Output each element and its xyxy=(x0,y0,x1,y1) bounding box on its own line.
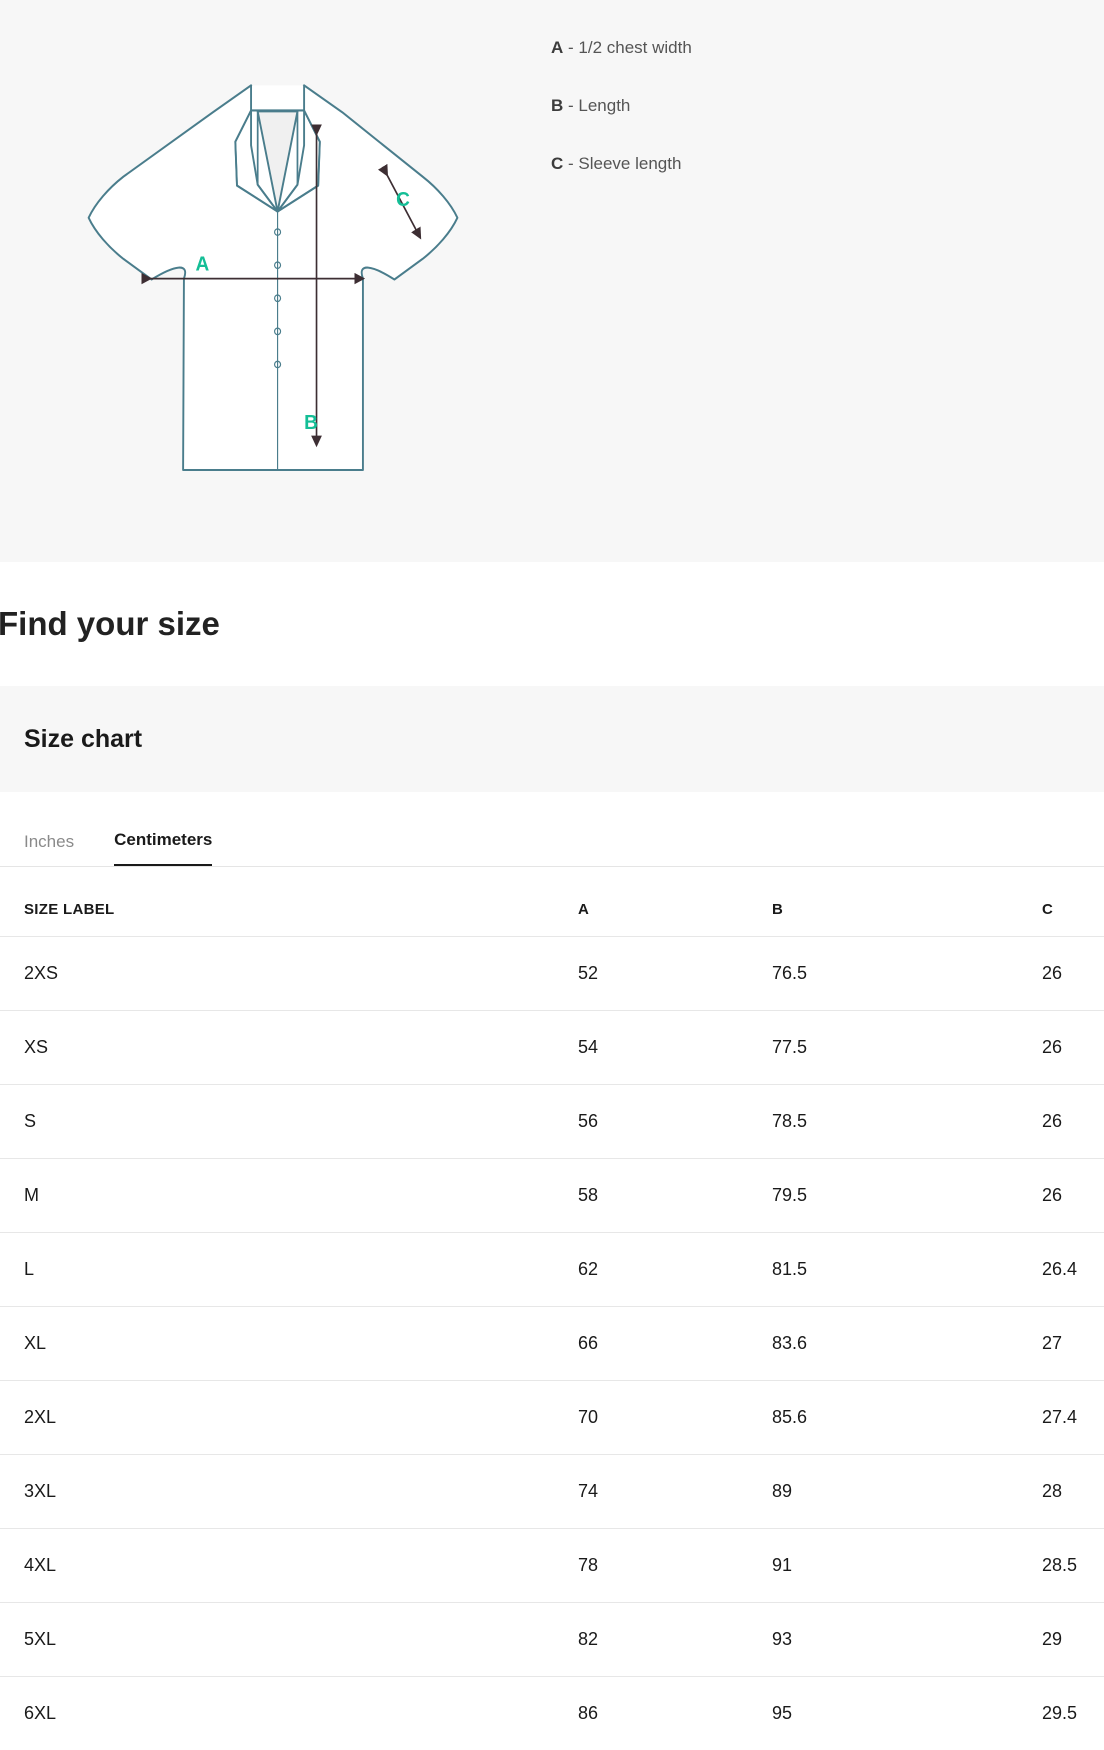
svg-text:A: A xyxy=(196,253,210,276)
svg-text:C: C xyxy=(396,189,410,212)
svg-text:B: B xyxy=(304,411,318,434)
